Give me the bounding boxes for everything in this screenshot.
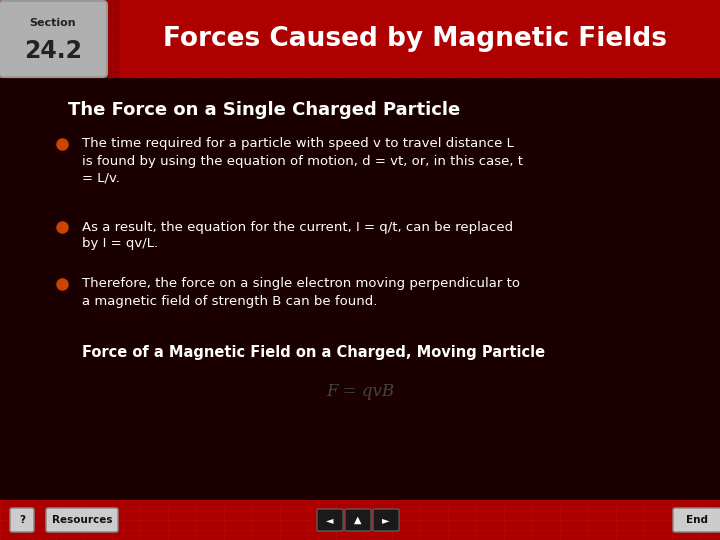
Text: End: End	[686, 515, 708, 525]
Text: ►: ►	[382, 515, 390, 525]
Text: Resources: Resources	[52, 515, 112, 525]
Text: ◄: ◄	[326, 515, 334, 525]
Text: Force of a Magnetic Field on a Charged, Moving Particle: Force of a Magnetic Field on a Charged, …	[82, 345, 545, 360]
Bar	[0, 0, 720, 78]
Text: 24.2: 24.2	[24, 39, 82, 63]
FancyBboxPatch shape	[345, 509, 371, 531]
Text: The time required for a particle with speed v to travel distance L: The time required for a particle with sp…	[82, 138, 514, 151]
Bar	[0, 500, 720, 540]
FancyBboxPatch shape	[10, 508, 34, 532]
FancyBboxPatch shape	[46, 508, 118, 532]
Text: The Force on a Single Charged Particle: The Force on a Single Charged Particle	[68, 101, 460, 119]
Text: F = qvB: F = qvB	[326, 383, 394, 401]
Text: = L/v.: = L/v.	[82, 172, 120, 185]
Text: Section: Section	[30, 18, 76, 28]
Text: As a result, the equation for the current, I = q/t, can be replaced: As a result, the equation for the curren…	[82, 220, 513, 233]
Text: is found by using the equation of motion, d = vt, or, in this case, t: is found by using the equation of motion…	[82, 154, 523, 167]
Text: ?: ?	[19, 515, 25, 525]
Text: a magnetic field of strength B can be found.: a magnetic field of strength B can be fo…	[82, 294, 377, 307]
Text: by I = qv/L.: by I = qv/L.	[82, 238, 158, 251]
FancyBboxPatch shape	[317, 509, 343, 531]
FancyBboxPatch shape	[673, 508, 720, 532]
FancyBboxPatch shape	[373, 509, 399, 531]
Text: Therefore, the force on a single electron moving perpendicular to: Therefore, the force on a single electro…	[82, 278, 520, 291]
Bar	[120, 0, 720, 78]
Text: Forces Caused by Magnetic Fields: Forces Caused by Magnetic Fields	[163, 26, 667, 52]
FancyBboxPatch shape	[0, 1, 107, 77]
Text: ▲: ▲	[354, 515, 361, 525]
